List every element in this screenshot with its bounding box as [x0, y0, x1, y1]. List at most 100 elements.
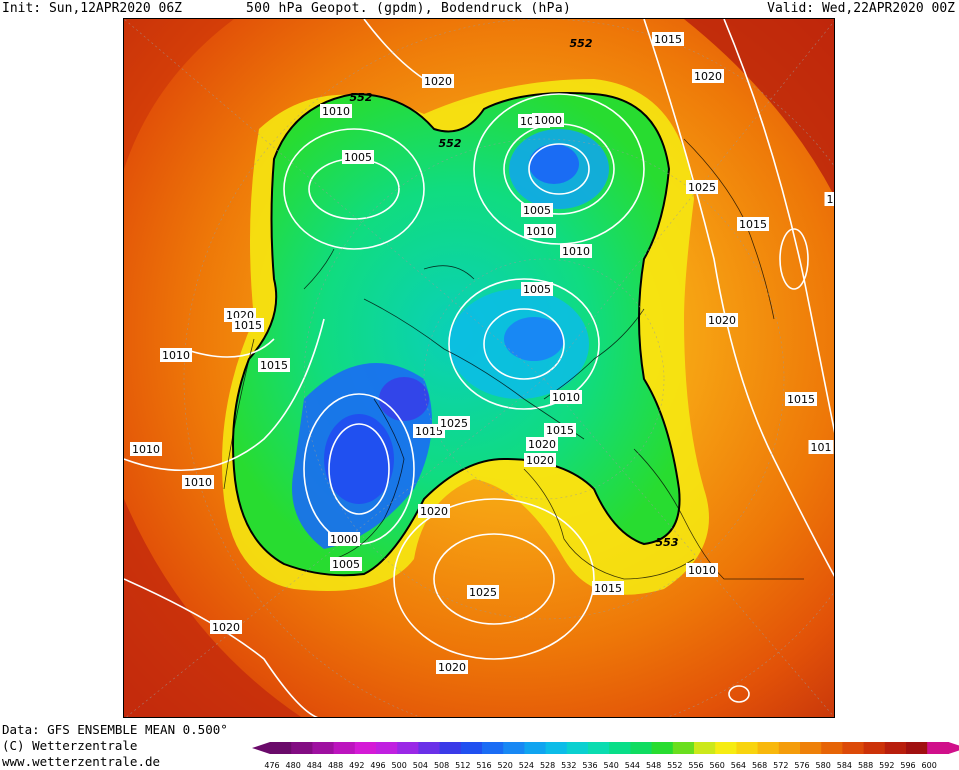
warm-corner-sw [124, 499, 302, 717]
colorbar-swatch [333, 742, 356, 754]
copyright: (C) Wetterzentrale [2, 738, 138, 753]
contour-label: 1010 [320, 104, 352, 118]
chart-title: 500 hPa Geopot. (gpdm), Bodendruck (hPa) [246, 1, 572, 16]
contour-label: 1020 [436, 660, 468, 674]
contour-label: 552 [350, 91, 373, 104]
colorbar-tick-label: 484 [307, 761, 322, 770]
colorbar-swatch [863, 742, 886, 754]
colorbar-tick-label: 520 [498, 761, 513, 770]
contour-label: 1015 [785, 392, 817, 406]
colorbar-tick-label: 532 [561, 761, 576, 770]
colorbar-tick-label: 552 [667, 761, 682, 770]
contour-label: 101 [808, 440, 834, 454]
contour-label: 1005 [521, 203, 553, 217]
contour-label-text: 1015 [415, 425, 443, 438]
colorbar-legend: 476 480 484 488 492 496 500 504 508 512 516 520 524 5… [252, 742, 959, 770]
colorbar-swatch [588, 742, 610, 754]
contour-label: 1010 [182, 475, 214, 489]
contour-label: 1000 [532, 113, 564, 127]
contour-label: 552 [570, 37, 593, 50]
colorbar-swatch [566, 742, 589, 754]
contour-label: 1015 [652, 32, 684, 46]
colorbar-swatch [482, 742, 504, 754]
colorbar-arrow-right [948, 742, 959, 754]
contour-label-text: 1005 [523, 283, 551, 296]
colorbar-tick-label: 556 [688, 761, 703, 770]
colorbar-swatch [439, 742, 462, 754]
contour-label-text: 1015 [234, 319, 262, 332]
contour-label-text: 1015 [787, 393, 815, 406]
geopotential-field: 552 552 552 553 1010 1015 1020 1020 1010 1005 1000… [124, 19, 834, 717]
contour-label: 553 [656, 536, 679, 549]
contour-label: 1025 [438, 416, 470, 430]
colorbar-tick-label: 536 [582, 761, 597, 770]
contour-label: 1020 [422, 74, 454, 88]
colorbar-tick-label: 516 [476, 761, 491, 770]
contour-label: 1 [824, 192, 834, 206]
contour-label-text: 552 [570, 37, 593, 50]
colorbar-tick-label: 508 [434, 761, 449, 770]
contour-label-text: 1010 [552, 391, 580, 404]
warm-corner-ne [684, 19, 834, 196]
colorbar-swatch [672, 742, 695, 754]
colorbar-swatch [418, 742, 441, 754]
contour-label-text: 1020 [694, 70, 722, 83]
contour-label-text: 1015 [546, 424, 574, 437]
contour-label-text: 1020 [438, 661, 466, 674]
contour-label: 552 [439, 137, 462, 150]
contour-label-text: 1015 [594, 582, 622, 595]
isobars [124, 19, 834, 717]
contour-label: 1015 [258, 358, 290, 372]
colorbar-swatch [884, 742, 907, 754]
colorbar-swatch [609, 742, 631, 754]
contour-label: 1020 [418, 504, 450, 518]
contour-label-text: 1020 [708, 314, 736, 327]
contour-label-text: 1010 [526, 225, 554, 238]
website-link[interactable]: www.wetterzentrale.de [2, 754, 161, 769]
colorbar-swatch [354, 742, 377, 754]
contour-label-text: 1020 [420, 505, 448, 518]
colorbar-tick-label: 560 [710, 761, 725, 770]
colorbar-tick-label: 564 [731, 761, 746, 770]
contour-label-text: 1000 [534, 114, 562, 127]
colorbar-tick-label: 544 [625, 761, 640, 770]
contour-label-text: 1020 [424, 75, 452, 88]
contour-label-text: 1010 [162, 349, 190, 362]
colorbar-tick-label: 572 [773, 761, 788, 770]
contour-label-text: 1015 [654, 33, 682, 46]
colorbar-tick-label: 524 [519, 761, 534, 770]
colorbar-tick-label: 548 [646, 761, 661, 770]
colorbar-swatch [376, 742, 398, 754]
colorbar-tick-label: 588 [858, 761, 873, 770]
colorbar-swatch [630, 742, 653, 754]
contour-label: 1020 [706, 313, 738, 327]
contour-label: 1000 [328, 532, 360, 546]
colorbar-swatch [291, 742, 313, 754]
contour-label: 1015 [737, 217, 769, 231]
contour-label-text: 1020 [212, 621, 240, 634]
contour-label-text: 1010 [184, 476, 212, 489]
colorbar-tick-label: 512 [455, 761, 470, 770]
contour-label: 1005 [521, 282, 553, 296]
colorbar-tick-label: 580 [816, 761, 831, 770]
colorbar-swatch [736, 742, 759, 754]
contour-label-text: 552 [350, 91, 373, 104]
colorbar-swatch [270, 742, 292, 754]
contour-label-text: 1010 [562, 245, 590, 258]
contour-label-text: 1005 [523, 204, 551, 217]
contour-label-text: 1005 [344, 151, 372, 164]
contour-label: 1010 [560, 244, 592, 258]
contour-label: 1005 [342, 150, 374, 164]
contour-label-text: 1010 [322, 105, 350, 118]
colorbar-swatch [545, 742, 568, 754]
valid-time: Valid: Wed,22APR2020 00Z [767, 1, 955, 16]
contour-label-text: 1025 [469, 586, 497, 599]
contour-label: 1020 [524, 453, 556, 467]
contour-label-text: 1025 [440, 417, 468, 430]
contour-label-text: 1015 [739, 218, 767, 231]
forecast-map: 552 552 552 553 1010 1015 1020 1020 1010 1005 1000… [123, 18, 835, 718]
contour-label: 1020 [210, 620, 242, 634]
contour-label: 1025 [686, 180, 718, 194]
colorbar-swatch [524, 742, 547, 754]
contour-label-text: 1015 [260, 359, 288, 372]
